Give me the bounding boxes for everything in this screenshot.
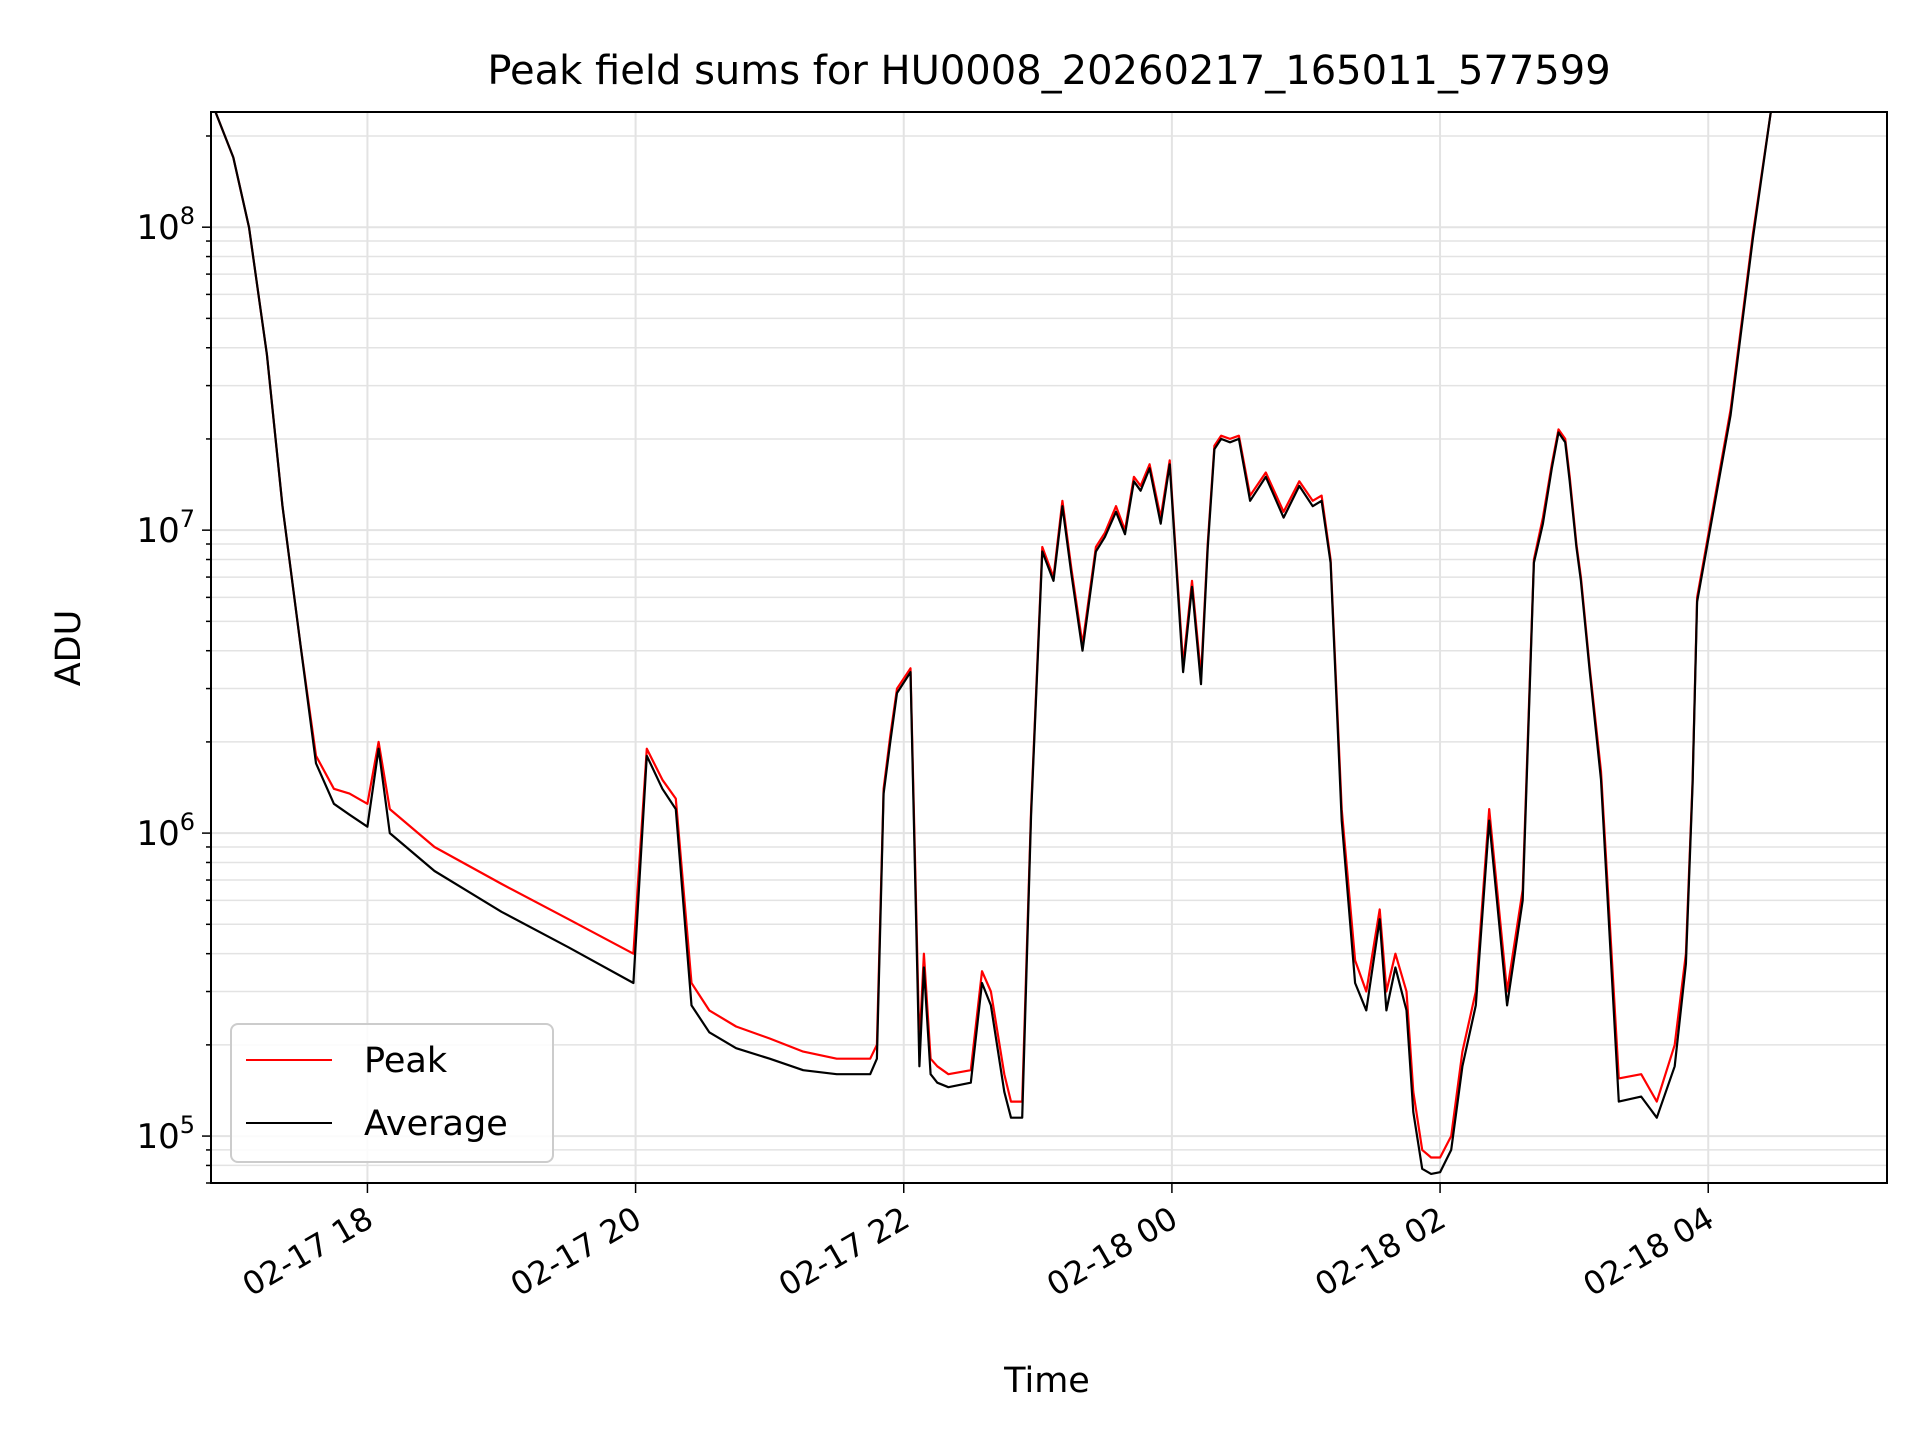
legend-label-average: Average: [364, 1104, 508, 1144]
y-tick-label: 107: [136, 505, 195, 551]
legend-box: [230, 1023, 554, 1163]
y-axis-label: ADU: [49, 610, 89, 687]
grid: [211, 112, 1887, 1184]
series-line-average: [214, 112, 1772, 1176]
legend-label-peak: Peak: [364, 1041, 448, 1081]
chart-title: Peak field sums for HU0008_20260217_1650…: [487, 48, 1610, 94]
y-tick-label: 108: [136, 202, 195, 248]
legend: Peak Average: [230, 1023, 554, 1163]
plot-lines: [214, 112, 1772, 1176]
y-tick-label: 105: [136, 1111, 195, 1157]
x-axis-label: Time: [1003, 1361, 1090, 1401]
plot-frame: [210, 111, 1888, 1184]
y-tick-label: 106: [136, 808, 195, 854]
